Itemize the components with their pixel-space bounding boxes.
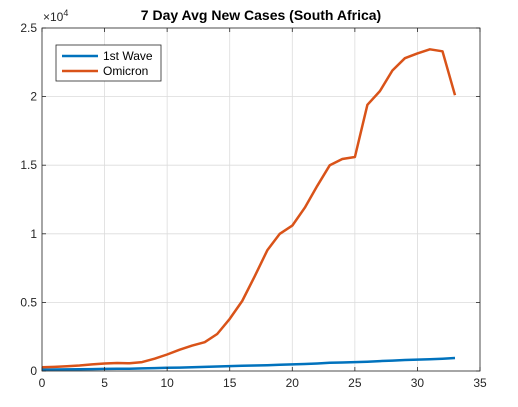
y-tick-label: 0.5: [20, 295, 37, 309]
y-exponent-power: 4: [63, 8, 68, 18]
x-tick-labels: 0 5 10 15 20 25 30 35: [39, 376, 487, 390]
chart-title: 7 Day Avg New Cases (South Africa): [141, 7, 381, 23]
series-line-omicron: [41, 48, 457, 369]
x-tick-label: 25: [348, 376, 362, 390]
y-tick-label: 0: [30, 364, 37, 378]
y-tick-labels: 0 0.5 1 1.5 2 2.5: [20, 21, 37, 378]
axis-ticks: [41, 27, 481, 372]
x-tick-label: 30: [411, 376, 425, 390]
x-tick-label: 35: [473, 376, 487, 390]
x-tick-label: 0: [39, 376, 46, 390]
plot-area: [42, 28, 480, 371]
plot-frame: [41, 27, 481, 372]
series-line-1st-wave: [41, 356, 456, 371]
y-tick-label: 2.5: [20, 21, 37, 35]
series-lines: [41, 48, 457, 371]
x-tick-label: 20: [286, 376, 300, 390]
legend: 1st Wave Omicron: [55, 44, 162, 82]
y-exponent-base: ×10: [43, 10, 64, 24]
x-tick-label: 15: [223, 376, 237, 390]
y-axis-exponent: ×104: [43, 8, 68, 24]
legend-label-1st-wave: 1st Wave: [103, 49, 153, 63]
legend-label-omicron: Omicron: [103, 64, 148, 78]
x-tick-label: 5: [101, 376, 108, 390]
y-tick-label: 2: [30, 90, 37, 104]
x-tick-label: 10: [160, 376, 174, 390]
y-tick-label: 1.5: [20, 158, 37, 172]
y-tick-label: 1: [30, 227, 37, 241]
legend-box: [55, 44, 162, 82]
